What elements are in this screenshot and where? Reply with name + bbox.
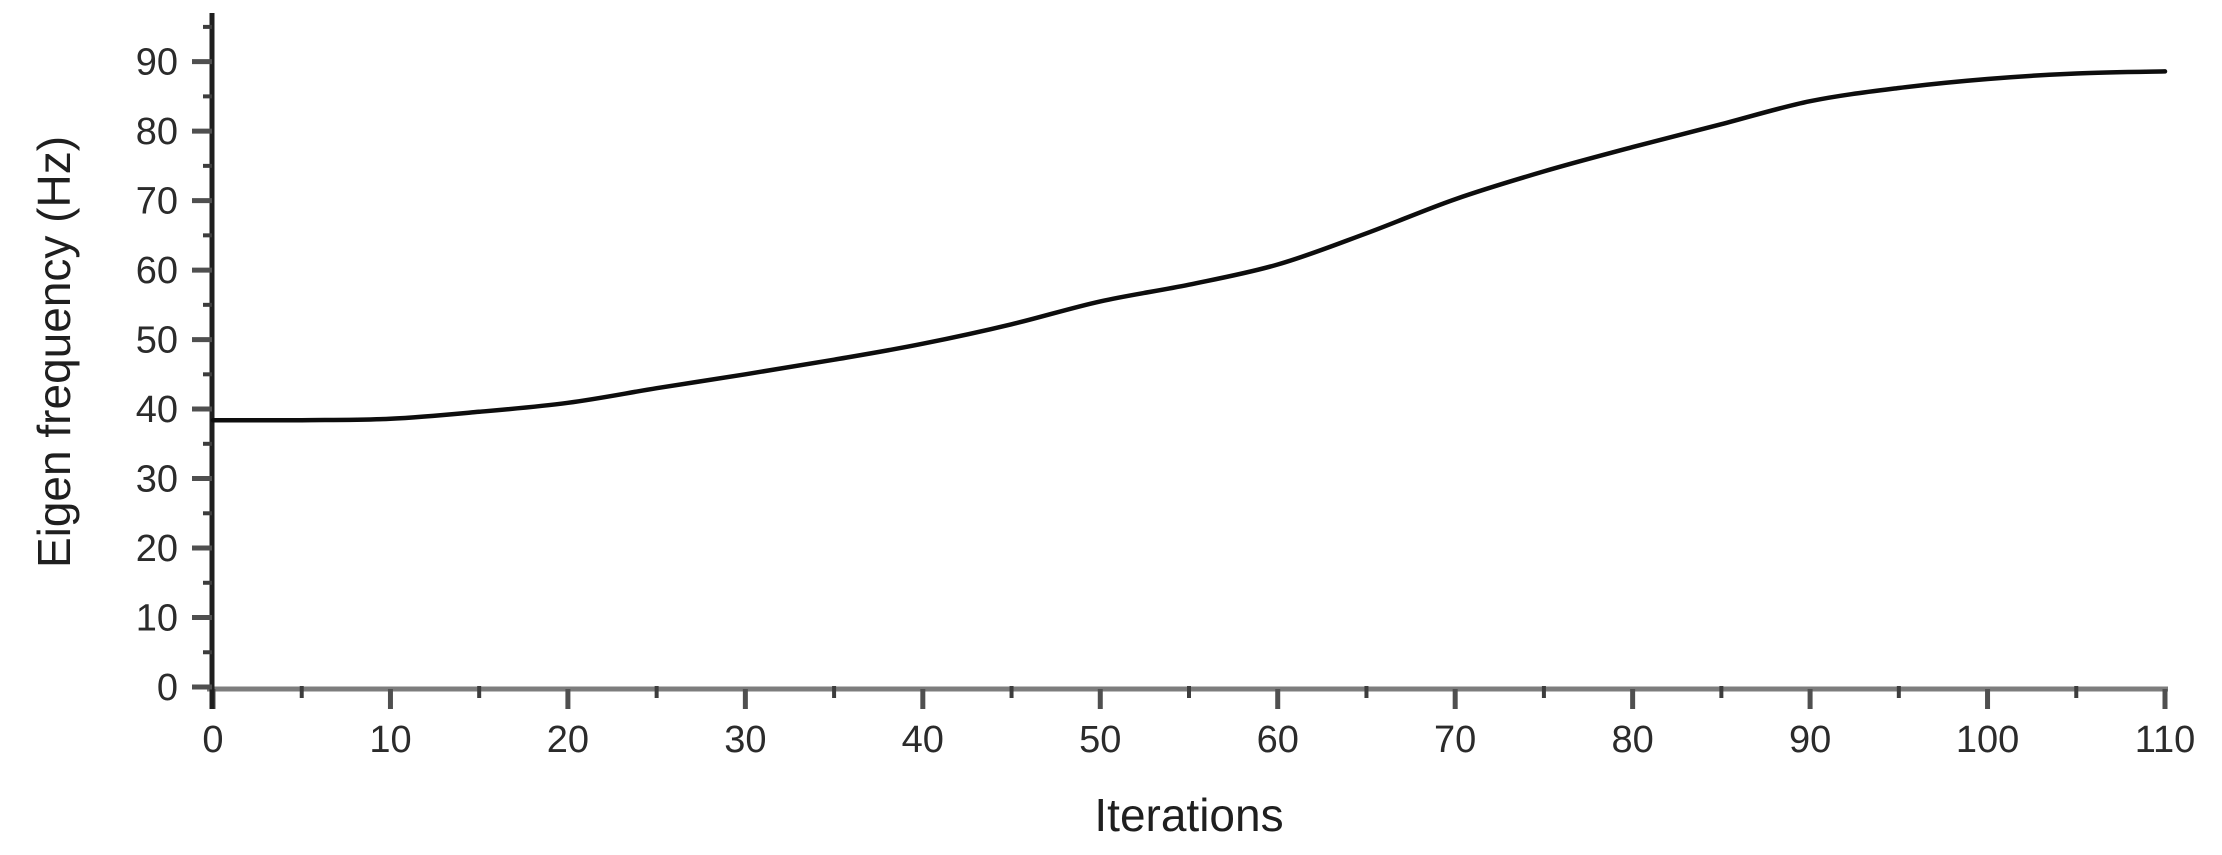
y-axis-title: Eigen frequency (Hz) bbox=[28, 135, 80, 569]
y-tick-label: 90 bbox=[136, 42, 178, 84]
y-tick-label: 60 bbox=[136, 250, 178, 292]
x-tick-label: 100 bbox=[1956, 719, 2019, 761]
y-tick-label: 10 bbox=[136, 598, 178, 640]
x-tick-label: 60 bbox=[1257, 719, 1299, 761]
y-axis: 0 10 20 30 40 50 60 70 80 90 bbox=[136, 13, 215, 709]
x-tick-label: 110 bbox=[2135, 719, 2196, 761]
x-tick-label: 70 bbox=[1434, 719, 1476, 761]
x-tick-label: 90 bbox=[1789, 719, 1831, 761]
y-tick-label: 80 bbox=[136, 111, 178, 153]
x-tick-label: 80 bbox=[1611, 719, 1653, 761]
x-tick-label: 50 bbox=[1079, 719, 1121, 761]
y-tick-label: 30 bbox=[136, 459, 178, 501]
x-tick-label: 30 bbox=[724, 719, 766, 761]
y-tick-label: 50 bbox=[136, 320, 178, 362]
y-tick-label: 20 bbox=[136, 528, 178, 570]
x-axis: 0 10 20 30 40 50 60 70 80 90 100 110 bbox=[202, 686, 2195, 761]
x-tick-label: 10 bbox=[369, 719, 411, 761]
y-tick-label: 70 bbox=[136, 181, 178, 223]
y-tick-label: 40 bbox=[136, 389, 178, 431]
x-axis-title: Iterations bbox=[1094, 789, 1284, 841]
x-tick-label: 0 bbox=[202, 719, 223, 761]
series-eigen-frequency bbox=[210, 69, 2168, 423]
x-tick-label: 40 bbox=[902, 719, 944, 761]
y-tick-label: 0 bbox=[157, 667, 178, 709]
x-tick-label: 20 bbox=[547, 719, 589, 761]
